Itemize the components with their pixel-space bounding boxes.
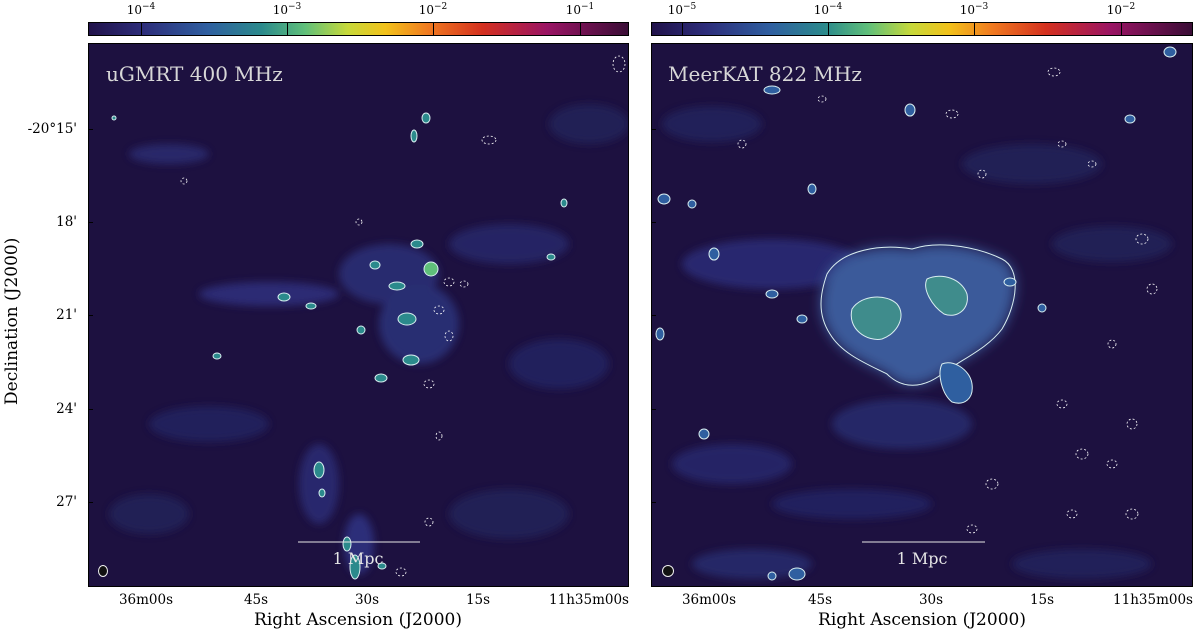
- right-y-tickmark: [651, 129, 656, 130]
- right-x-tick-label: 15s: [1029, 592, 1055, 608]
- right-colorbar-tick: [682, 22, 683, 36]
- left-x-tick-label: 11h35m00s: [549, 592, 629, 608]
- left-colorbar-label: 10−4: [126, 2, 156, 17]
- right-x-tick-label: 30s: [918, 592, 944, 608]
- left-y-tick-label: 21': [56, 307, 77, 323]
- left-contours: [111, 112, 568, 580]
- left-y-tickmark: [88, 502, 93, 503]
- right-x-axis-label: Right Ascension (J2000): [818, 610, 1026, 630]
- right-negative-contours: [737, 67, 1158, 534]
- right-y-tickmark: [651, 502, 656, 503]
- left-colorbar: [88, 22, 629, 36]
- right-colorbar-tick: [1121, 22, 1122, 36]
- right-colorbar-label: 10−5: [667, 2, 697, 17]
- left-x-tick-label: 30s: [354, 592, 380, 608]
- left-y-tick-label: -20°15': [27, 121, 77, 137]
- right-x-tick-label: 11h35m00s: [1113, 592, 1193, 608]
- left-colorbar-tick: [433, 22, 434, 36]
- left-y-tickmark: [88, 409, 93, 410]
- left-y-tick-label: 24': [56, 401, 77, 417]
- right-beam-ellipse: [662, 565, 674, 577]
- right-colorbar-label: 10−2: [1106, 2, 1136, 17]
- left-colorbar-label: 10−2: [418, 2, 448, 17]
- left-y-tickmark: [88, 315, 93, 316]
- right-halo-emission: [655, 46, 1177, 581]
- left-x-tick-label: 36m00s: [118, 592, 174, 608]
- left-negative-contours: [180, 55, 626, 577]
- left-colorbar-label: 10−1: [565, 2, 595, 17]
- left-colorbar-tick: [141, 22, 142, 36]
- left-colorbar-tick: [580, 22, 581, 36]
- right-x-tick-label: 45s: [807, 592, 833, 608]
- right-radio-map: [652, 44, 1192, 586]
- right-noise-blobs: [662, 106, 1172, 579]
- right-scale-label: 1 Mpc: [896, 549, 948, 568]
- left-colorbar-label: 10−3: [272, 2, 302, 17]
- left-panel: 10−4 10−3 10−2 10−1: [2, 2, 629, 630]
- right-radio-image: [651, 43, 1193, 587]
- right-colorbar-label: 10−4: [813, 2, 843, 17]
- left-radio-map: [89, 44, 628, 586]
- left-noise-blobs: [109, 104, 628, 574]
- left-panel-label: uGMRT 400 MHz: [106, 62, 283, 86]
- left-y-tickmark: [88, 129, 93, 130]
- right-x-tick-label: 36m00s: [681, 592, 737, 608]
- left-radio-image: [88, 43, 629, 587]
- left-y-tickmark: [88, 222, 93, 223]
- right-panel-label: MeerKAT 822 MHz: [668, 62, 862, 86]
- left-scale-label: 1 Mpc: [332, 549, 384, 568]
- left-y-tick-label: 18': [56, 214, 77, 230]
- right-y-tickmark: [651, 315, 656, 316]
- right-y-tickmark: [651, 409, 656, 410]
- right-y-tickmark: [651, 222, 656, 223]
- left-x-tick-label: 45s: [243, 592, 269, 608]
- right-colorbar: [651, 22, 1193, 36]
- right-colorbar-tick: [974, 22, 975, 36]
- right-colorbar-tick: [828, 22, 829, 36]
- right-colorbar-label: 10−3: [959, 2, 989, 17]
- left-y-tick-label: 27': [56, 494, 77, 510]
- left-x-tick-label: 15s: [465, 592, 491, 608]
- left-colorbar-tick: [287, 22, 288, 36]
- left-x-axis-label: Right Ascension (J2000): [254, 610, 462, 630]
- left-beam-ellipse: [98, 565, 108, 577]
